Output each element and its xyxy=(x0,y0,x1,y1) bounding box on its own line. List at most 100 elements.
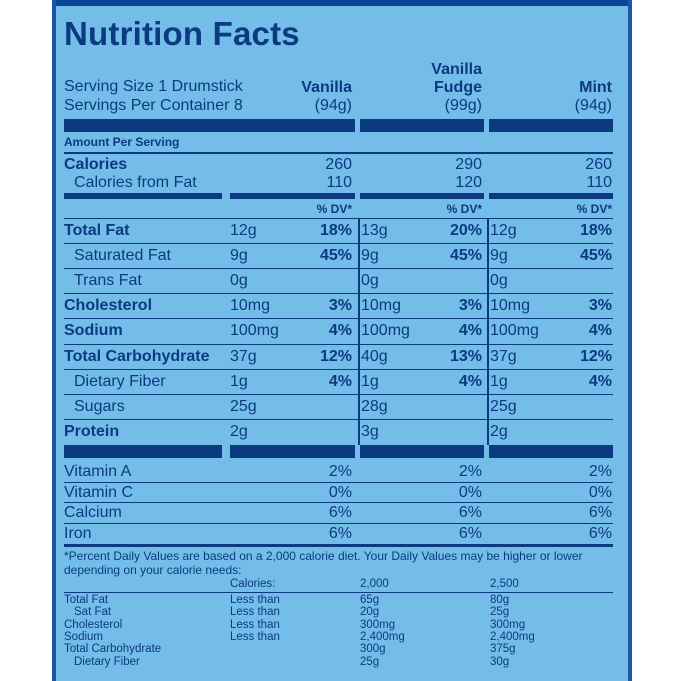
dv-row-2500: 375g xyxy=(490,643,516,655)
dv-row-2500: 25g xyxy=(490,606,510,618)
vitamin-value: 2% xyxy=(458,463,482,480)
nutrient-amount: 100mg xyxy=(361,322,410,339)
col-separator-2 xyxy=(358,219,360,445)
nutrient-percent-dv: 4% xyxy=(328,322,352,339)
top-border xyxy=(52,0,632,6)
dv-header-col2: % DV* xyxy=(446,202,482,216)
column-2-name: Fudge xyxy=(434,79,482,96)
nutrient-amount: 10mg xyxy=(490,297,531,314)
column-2-weight: (99g) xyxy=(444,97,482,114)
header-bar-col3 xyxy=(489,119,613,132)
nutrient-label: Total Carbohydrate xyxy=(64,348,210,365)
nutrient-percent-dv: 45% xyxy=(319,247,352,264)
vitamin-bar-col3 xyxy=(489,445,613,458)
nutrient-amount: 1g xyxy=(230,373,248,390)
bar-dv-label xyxy=(64,193,222,199)
nutrient-percent-dv: 45% xyxy=(449,247,482,264)
nutrient-amount: 1g xyxy=(361,373,379,390)
dv-row-label: Cholesterol xyxy=(64,619,123,631)
nutrient-percent-dv: 3% xyxy=(588,297,612,314)
label-title: Nutrition Facts xyxy=(64,15,300,52)
vitamin-value: 0% xyxy=(458,484,482,501)
dv-row-label: Sat Fat xyxy=(74,606,112,618)
nutrient-row-divider xyxy=(64,318,613,319)
vitamin-value: 6% xyxy=(588,504,612,521)
nutrient-row-divider xyxy=(64,293,613,294)
nutrition-label-panel: Nutrition Facts Serving Size 1 Drumstick… xyxy=(52,0,632,681)
nutrient-amount: 25g xyxy=(230,398,257,415)
amount-per-serving: Amount Per Serving xyxy=(64,135,180,149)
bar-dv-col1 xyxy=(230,193,355,199)
nutrient-percent-dv: 4% xyxy=(328,373,352,390)
nutrient-row-divider xyxy=(64,268,613,269)
nutrient-amount: 28g xyxy=(361,398,388,415)
dv-row-2000: 65g xyxy=(360,594,380,606)
dv-header-col3: % DV* xyxy=(576,202,612,216)
nutrient-label: Sodium xyxy=(64,322,123,339)
vitamin-value: 0% xyxy=(328,484,352,501)
servings-per-container: Servings Per Container 8 xyxy=(64,97,243,114)
nutrient-amount: 9g xyxy=(230,247,248,264)
dv-calories-label: Calories: xyxy=(230,578,276,590)
dv-row-limit: Less than xyxy=(230,594,280,606)
nutrient-amount: 12g xyxy=(230,222,257,239)
vitamin-bar-col1 xyxy=(230,445,355,458)
vitamin-value: 6% xyxy=(458,525,482,542)
nutrient-amount: 10mg xyxy=(361,297,402,314)
nutrient-amount: 9g xyxy=(361,247,379,264)
nutrient-amount: 25g xyxy=(490,398,517,415)
dv-row-2500: 30g xyxy=(490,656,510,668)
dv-row-2000: 20g xyxy=(360,606,380,618)
dv-row-2500: 2,400mg xyxy=(490,631,535,643)
dv-row-limit: Less than xyxy=(230,631,280,643)
calories-fat-col2: 120 xyxy=(455,174,482,191)
dv-row-2500: 80g xyxy=(490,594,510,606)
nutrient-percent-dv: 18% xyxy=(319,222,352,239)
bar-dv-col2 xyxy=(360,193,484,199)
vitamin-bar-col2 xyxy=(360,445,484,458)
nutrient-amount: 1g xyxy=(490,373,508,390)
nutrient-amount: 13g xyxy=(361,222,388,239)
nutrient-amount: 0g xyxy=(490,272,508,289)
nutrient-percent-dv: 3% xyxy=(458,297,482,314)
dv-row-label: Total Carbohydrate xyxy=(64,643,162,655)
nutrient-amount: 0g xyxy=(230,272,248,289)
dv-col-2500: 2,500 xyxy=(490,578,519,590)
footnote-line2: depending on your calorie needs: xyxy=(64,563,242,577)
vitamin-label: Iron xyxy=(64,525,92,542)
calories-col3: 260 xyxy=(585,156,612,173)
dv-row-label: Dietary Fiber xyxy=(74,656,140,668)
nutrient-percent-dv: 18% xyxy=(579,222,612,239)
calories-col1: 260 xyxy=(325,156,352,173)
nutrient-label: Protein xyxy=(64,423,120,440)
right-border xyxy=(628,0,632,681)
nutrient-row-divider xyxy=(64,369,613,370)
dv-row-limit: Less than xyxy=(230,606,280,618)
dv-row-2000: 2,400mg xyxy=(360,631,405,643)
calories-col2: 290 xyxy=(455,156,482,173)
calories-fat-col3: 110 xyxy=(586,174,612,191)
column-3-weight: (94g) xyxy=(574,97,612,114)
nutrient-percent-dv: 4% xyxy=(458,373,482,390)
nutrient-amount: 2g xyxy=(490,423,508,440)
nutrient-row-divider xyxy=(64,394,613,395)
nutrient-percent-dv: 4% xyxy=(458,322,482,339)
nutrient-amount: 9g xyxy=(490,247,508,264)
nutrient-percent-dv: 12% xyxy=(319,348,352,365)
bar-dv-col3 xyxy=(489,193,613,199)
nutrient-row-divider xyxy=(64,344,613,345)
nutrient-amount: 10mg xyxy=(230,297,271,314)
header-bar-col2 xyxy=(360,119,484,132)
divider-calories xyxy=(64,152,613,154)
nutrient-amount: 100mg xyxy=(230,322,279,339)
vitamin-row-divider xyxy=(64,523,613,524)
nutrient-amount: 12g xyxy=(490,222,517,239)
dv-row-2000: 300mg xyxy=(360,619,396,631)
nutrient-percent-dv: 45% xyxy=(579,247,612,264)
nutrient-percent-dv: 3% xyxy=(328,297,352,314)
dv-table-divider xyxy=(64,592,613,593)
left-border xyxy=(52,0,56,681)
col-separator-3 xyxy=(487,219,489,445)
nutrient-percent-dv: 12% xyxy=(579,348,612,365)
serving-size: Serving Size 1 Drumstick xyxy=(64,78,243,95)
